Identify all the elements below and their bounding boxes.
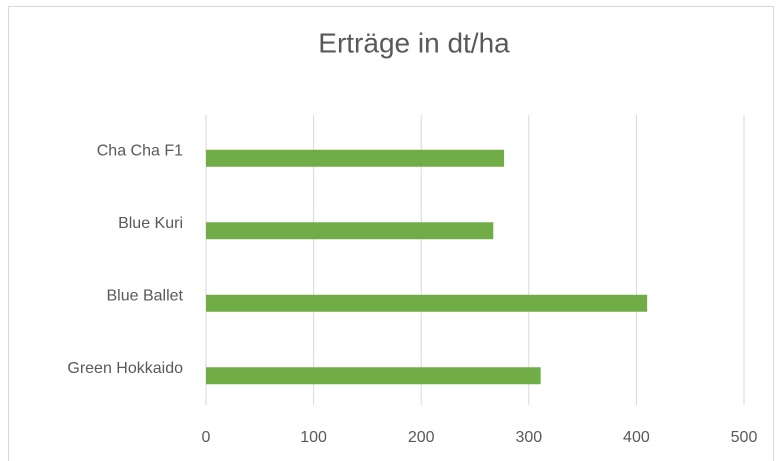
bar: [206, 294, 648, 312]
bar: [206, 367, 541, 385]
chart-title: Erträge in dt/ha: [318, 27, 510, 58]
x-tick-label: 400: [623, 429, 650, 446]
x-tick-label: 500: [731, 429, 758, 446]
x-tick-label: 300: [515, 429, 542, 446]
y-tick-label: Green Hokkaido: [67, 360, 183, 377]
y-tick-label: Blue Kuri: [118, 215, 183, 232]
y-tick-label: Blue Ballet: [107, 287, 184, 304]
y-tick-label: Cha Cha F1: [97, 142, 183, 159]
bar: [206, 149, 505, 167]
x-tick-label: 0: [202, 429, 211, 446]
bar: [206, 222, 494, 240]
x-tick-label: 200: [408, 429, 435, 446]
x-tick-label: 100: [300, 429, 327, 446]
